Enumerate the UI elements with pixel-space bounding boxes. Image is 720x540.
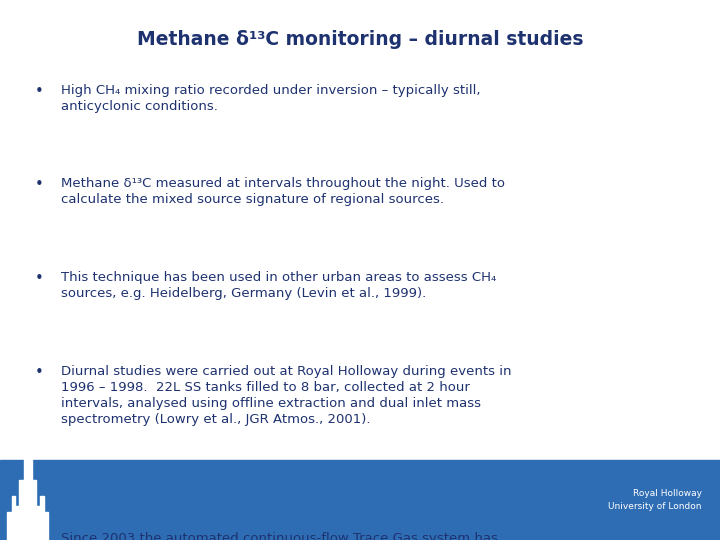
Polygon shape (7, 456, 48, 540)
Text: •: • (35, 532, 44, 540)
Text: Diurnal studies were carried out at Royal Holloway during events in
1996 – 1998.: Diurnal studies were carried out at Roya… (61, 364, 512, 426)
Text: •: • (35, 177, 44, 192)
Text: Methane δ¹³C measured at intervals throughout the night. Used to
calculate the m: Methane δ¹³C measured at intervals throu… (61, 177, 505, 206)
Bar (0, 460, 720, 540)
Text: Royal Holloway
University of London: Royal Holloway University of London (608, 489, 702, 511)
Text: •: • (35, 84, 44, 99)
Text: •: • (35, 364, 44, 380)
Text: This technique has been used in other urban areas to assess CH₄
sources, e.g. He: This technique has been used in other ur… (61, 271, 497, 300)
Text: Methane δ¹³C monitoring – diurnal studies: Methane δ¹³C monitoring – diurnal studie… (137, 30, 583, 49)
Text: High CH₄ mixing ratio recorded under inversion – typically still,
anticyclonic c: High CH₄ mixing ratio recorded under inv… (61, 84, 481, 113)
Text: •: • (35, 271, 44, 286)
Text: Since 2003 the automated continuous-flow Trace Gas system has
been used for diur: Since 2003 the automated continuous-flow… (61, 532, 498, 540)
